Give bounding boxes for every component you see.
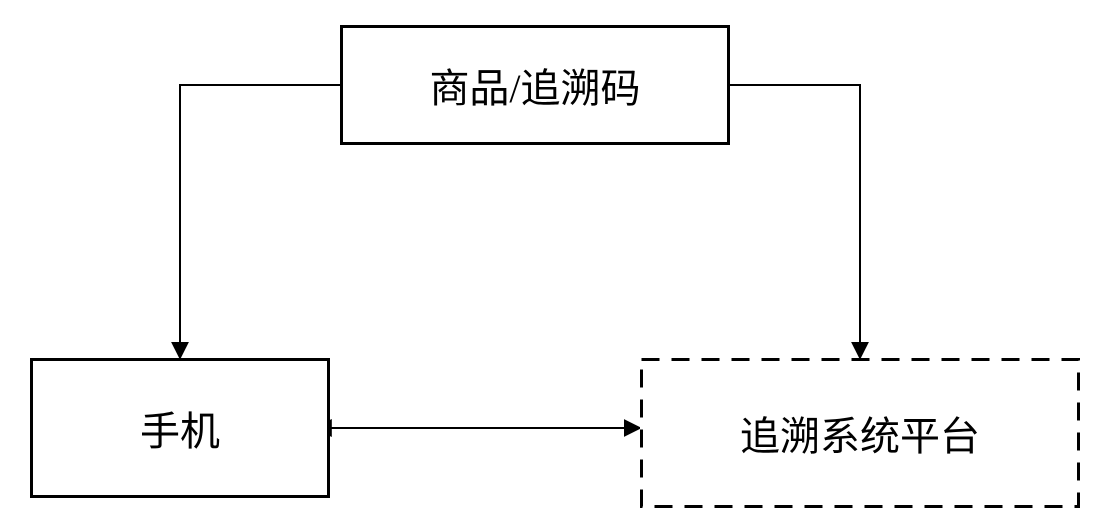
node-label: 手机 [140,399,220,457]
node-label: 追溯系统平台 [740,404,980,462]
node-label: 商品/追溯码 [429,56,640,114]
node-product-trace-code: 商品/追溯码 [340,25,730,145]
diagram-canvas: 商品/追溯码 手机 追溯系统平台 [0,0,1116,524]
node-phone: 手机 [30,358,330,498]
edge-top-to-right [730,85,860,358]
edge-top-to-left [180,85,340,358]
node-trace-system-platform: 追溯系统平台 [640,358,1080,508]
